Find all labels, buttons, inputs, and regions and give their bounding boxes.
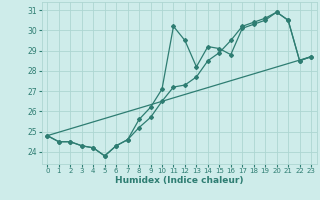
X-axis label: Humidex (Indice chaleur): Humidex (Indice chaleur): [115, 176, 244, 185]
